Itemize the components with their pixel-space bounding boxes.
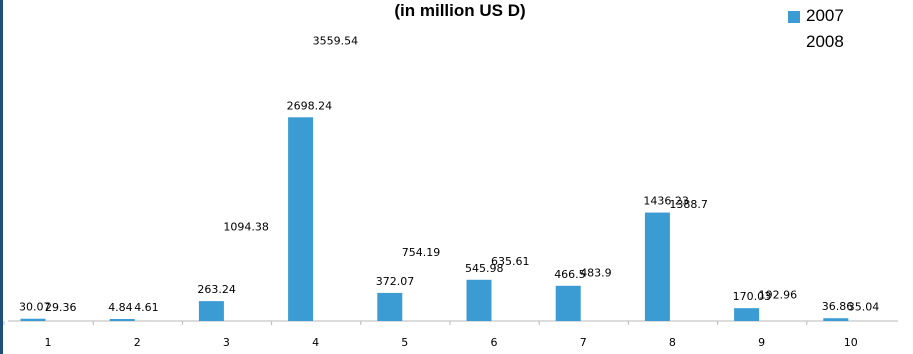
bar-2007 — [20, 318, 46, 321]
bar-2007 — [466, 279, 492, 321]
data-label-2008: 29.36 — [45, 301, 77, 314]
bar-2007 — [109, 319, 135, 321]
x-tick-label: 4 — [312, 336, 319, 349]
data-label-2007: 2698.24 — [287, 99, 333, 112]
x-tick-label: 9 — [758, 336, 765, 349]
legend-label-2007: 2007 — [806, 6, 844, 25]
data-label-2008: 3559.54 — [313, 34, 359, 47]
data-label-2008: 483.9 — [580, 266, 612, 279]
data-label-2007: 263.24 — [197, 283, 236, 296]
bar-2007 — [198, 301, 224, 321]
data-label-2008: 635.61 — [491, 255, 530, 268]
data-label-2007: 36.86 — [822, 300, 854, 313]
legend-swatch-2008 — [788, 37, 800, 49]
data-label-2008: 35.04 — [848, 300, 880, 313]
data-label-2008: 192.96 — [759, 288, 798, 301]
data-label-2008: 1094.38 — [223, 220, 269, 233]
x-tick-label: 5 — [401, 336, 408, 349]
data-label-2008: 1388.7 — [669, 198, 708, 211]
data-label-2007: 545.98 — [465, 262, 504, 275]
x-tick-label: 2 — [134, 336, 141, 349]
x-tick-label: 8 — [669, 336, 676, 349]
left-border — [0, 0, 3, 354]
data-label-2007: 372.07 — [376, 275, 415, 288]
bar-2007 — [644, 212, 670, 321]
legend-label-2008: 2008 — [806, 32, 844, 51]
chart-title: (in million US D) — [394, 1, 526, 20]
data-label-2007: 466.5 — [554, 268, 586, 281]
x-tick-label: 1 — [45, 336, 52, 349]
x-tick-label: 6 — [491, 336, 498, 349]
data-label-2008: 4.61 — [134, 301, 159, 314]
data-label-2007: 170.03 — [733, 290, 772, 303]
x-tick-label: 10 — [844, 336, 858, 349]
data-label-2008: 754.19 — [402, 246, 441, 259]
data-label-2007: 1436.23 — [643, 195, 689, 208]
data-label-2007: 30.07 — [19, 301, 51, 314]
bar-2007 — [734, 308, 760, 321]
bar-2007 — [555, 285, 581, 321]
bar-2007 — [823, 318, 849, 321]
x-tick-label: 7 — [580, 336, 587, 349]
bar-2007 — [377, 292, 403, 321]
bar-2007 — [288, 117, 314, 321]
legend-swatch-2007 — [788, 11, 800, 23]
x-tick-label: 3 — [223, 336, 230, 349]
data-label-2007: 4.84 — [108, 301, 133, 314]
